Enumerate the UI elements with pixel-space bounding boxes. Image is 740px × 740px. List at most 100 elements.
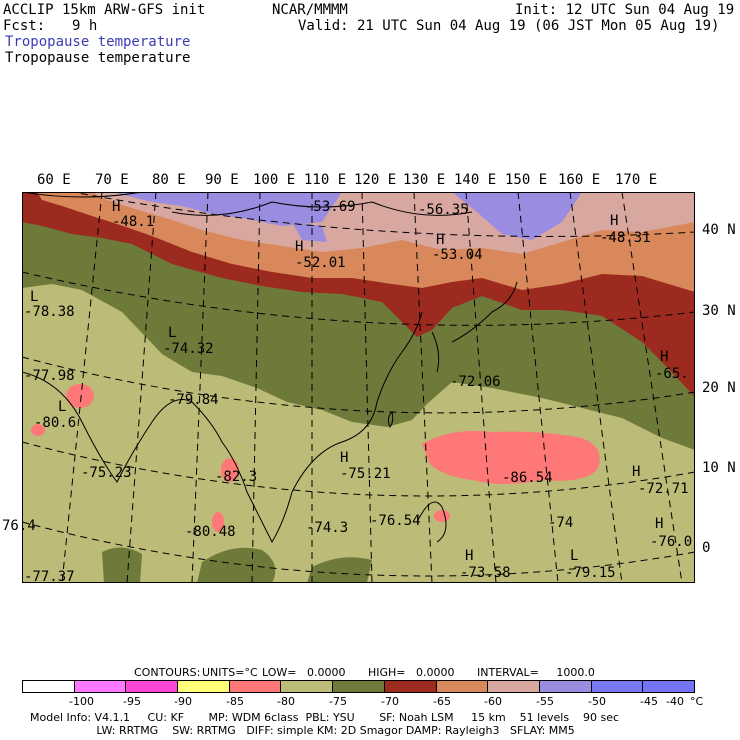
temp-band-minus80: [31, 424, 45, 436]
model-title: ACCLIP 15km ARW-GFS init: [3, 2, 206, 18]
high-label: HIGH= 0.0000: [368, 666, 455, 679]
lon-label: 120 E: [354, 172, 397, 188]
temp-band-minus50: [112, 192, 342, 226]
legend-swatch: [281, 681, 334, 692]
legend-swatch: [126, 681, 179, 692]
extreme-value: -48.1: [112, 214, 155, 230]
extreme-mark: H: [655, 516, 664, 532]
lon-label: 150 E: [505, 172, 548, 188]
legend-label: -100: [69, 695, 94, 708]
legend-swatch: [591, 681, 644, 692]
legend-label: -50: [588, 695, 606, 708]
extreme-value: -74: [548, 515, 574, 531]
legend-swatch: [178, 681, 230, 692]
extreme-mark: H: [465, 548, 474, 564]
legend-label: -55: [536, 695, 554, 708]
temp-band-minus50: [452, 192, 582, 240]
lon-label: 110 E: [304, 172, 347, 188]
extreme-value: -80.6: [34, 415, 77, 431]
model-info-line-2: LW: RRTMG SW: RRTMG DIFF: simple KM: 2D …: [30, 724, 575, 737]
low-label: LOW= 0.0000: [262, 666, 346, 679]
lon-label: 160 E: [558, 172, 601, 188]
lon-label: 140 E: [454, 172, 497, 188]
lon-label: 80 E: [152, 172, 186, 188]
extreme-value: 76.4: [2, 518, 36, 534]
coastlines: [22, 192, 518, 544]
legend-label: -85: [226, 695, 244, 708]
field-title-shaded: Tropopause temperature: [5, 34, 191, 50]
extreme-value: -72.06: [450, 374, 501, 390]
temp-band-minus80: [212, 512, 224, 532]
interval-label: INTERVAL= 1000.0: [477, 666, 595, 679]
extreme-value: -78.38: [24, 304, 75, 320]
extreme-value: -65.: [655, 366, 689, 382]
lat-label: 10 N: [702, 460, 736, 476]
extreme-value: -76.54: [370, 513, 421, 529]
lon-label: 130 E: [403, 172, 446, 188]
legend-swatch: [384, 681, 437, 692]
extreme-value: -53.04: [432, 247, 483, 263]
extreme-value: -72.71: [638, 481, 689, 497]
legend-swatch: [539, 681, 592, 692]
color-legend: [22, 680, 695, 693]
lat-label: 30 N: [702, 303, 736, 319]
legend-label: -45: [640, 695, 658, 708]
temp-band-minus50: [292, 222, 327, 242]
extreme-mark: H: [295, 239, 304, 255]
extreme-mark: L: [30, 289, 39, 305]
temp-band-minus70: [307, 557, 372, 583]
extreme-mark: L: [570, 548, 579, 564]
tropopause-temperature-map: [22, 192, 695, 583]
model-info-line-1: Model Info: V4.1.1 CU: KF MP: WDM 6class…: [30, 711, 620, 724]
legend-swatch: [23, 681, 75, 692]
legend-label: -80: [277, 695, 295, 708]
extreme-value: -75.23: [81, 465, 132, 481]
forecast-label: Fcst:: [3, 18, 46, 34]
extreme-value: -52.01: [295, 255, 346, 271]
lat-label: 40 N: [702, 222, 736, 238]
extreme-value: -75.21: [340, 466, 391, 482]
extreme-value: -80.48: [185, 524, 236, 540]
lon-label: 100 E: [253, 172, 296, 188]
extreme-value: -76.0: [650, 534, 693, 550]
temp-band-minus70: [102, 547, 142, 583]
extreme-value: -77.37: [24, 569, 75, 585]
contours-label: CONTOURS:: [134, 666, 201, 679]
lon-label: 60 E: [37, 172, 71, 188]
organization-label: NCAR/MMMM: [272, 2, 348, 18]
legend-label: -60: [484, 695, 502, 708]
extreme-mark: H: [436, 232, 445, 248]
extreme-value: -73.58: [460, 565, 511, 581]
extreme-value: -77.98: [24, 368, 75, 384]
extreme-mark: H: [660, 349, 669, 365]
temp-band-minus80: [66, 384, 94, 408]
temp-band-minus80: [221, 458, 239, 482]
legend-swatch: [333, 681, 385, 692]
extreme-mark: H: [632, 464, 641, 480]
extreme-value: -74.32: [163, 341, 214, 357]
lat-label: 0: [702, 540, 711, 556]
init-time: Init: 12 UTC Sun 04 Aug 19: [515, 2, 735, 18]
extreme-value: -74.3: [306, 520, 349, 536]
field-title-contour: Tropopause temperature: [5, 50, 191, 66]
extreme-value: -79.84: [168, 392, 219, 408]
legend-swatch: [488, 681, 540, 692]
extreme-value: -53.69: [305, 199, 356, 215]
valid-time: Valid: 21 UTC Sun 04 Aug 19 (06 JST Mon …: [298, 18, 720, 34]
lon-label: 90 E: [205, 172, 239, 188]
lat-label: 20 N: [702, 380, 736, 396]
legend-swatch: [229, 681, 282, 692]
extreme-mark: H: [340, 450, 349, 466]
legend-label: -75: [329, 695, 347, 708]
legend-label: -95: [123, 695, 141, 708]
legend-unit: °C: [690, 695, 704, 708]
latitude-gridlines: [22, 192, 695, 577]
forecast-hour: 9 h: [72, 18, 98, 34]
lon-label: 70 E: [95, 172, 129, 188]
extreme-value: -82.3: [215, 469, 258, 485]
legend-label: -90: [174, 695, 192, 708]
temp-band-minus70: [197, 547, 276, 583]
extreme-mark: H: [112, 199, 121, 215]
extreme-value: -48.31: [600, 230, 651, 246]
temp-band-minus80: [434, 510, 450, 522]
